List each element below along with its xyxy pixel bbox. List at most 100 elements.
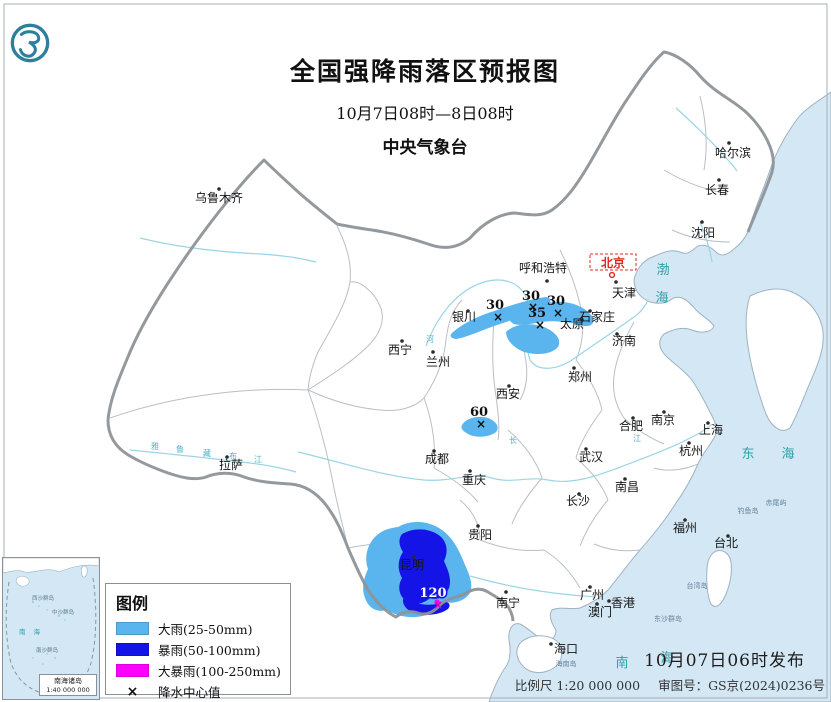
legend-item-rainstorm: 暴雨(50-100mm) <box>116 639 282 660</box>
city-label: 太原 <box>560 316 584 331</box>
city-dot <box>727 141 731 145</box>
river-label: 雅 <box>151 441 159 451</box>
precip-value: 60 <box>470 405 488 420</box>
city-dot <box>400 339 404 343</box>
inset-taiwan <box>81 565 88 578</box>
inset-scale: 1:40 000 000 <box>46 686 90 694</box>
precip-center-icon: × <box>535 318 545 332</box>
city-dot <box>504 590 508 594</box>
city-label: 广州 <box>580 588 604 602</box>
issue-time: 10月07日06时发布 <box>644 651 805 671</box>
inset-sea-label: 南 海 <box>19 627 43 636</box>
river-label: 藏 <box>203 448 211 458</box>
inset-island-label: 中沙群岛 <box>52 608 75 616</box>
river-label: 江 <box>633 434 641 443</box>
sea-label: 海 <box>781 447 796 462</box>
cma-logo-icon <box>10 23 50 63</box>
precip-value: 120 <box>419 586 446 601</box>
city-dot <box>545 279 549 283</box>
precip-center-icon: × <box>528 300 538 314</box>
precip-center-icon: × <box>433 598 443 612</box>
city-dot <box>577 492 581 496</box>
city-label: 石家庄 <box>579 309 615 324</box>
city-dot <box>468 469 472 473</box>
map-frame <box>3 3 828 699</box>
city-label: 兰州 <box>426 355 450 369</box>
legend-panel: 图例 大雨(25-50mm) 暴雨(50-100mm) 大暴雨(100-250m… <box>105 583 291 700</box>
legend-item-heavy-rainstorm: 大暴雨(100-250mm) <box>116 660 282 681</box>
city-label: 西宁 <box>388 342 412 357</box>
precip-value: 30 <box>547 294 565 309</box>
south-china-sea-inset: 西沙群岛 中沙群岛 南沙群岛 南 海 南海诸岛 1:40 000 000 <box>2 557 100 700</box>
city-dot <box>631 416 635 420</box>
city-dot <box>588 309 592 313</box>
city-label: 北京 <box>601 255 625 270</box>
city-label: 西安 <box>496 386 520 401</box>
precip-center-marker-icon: × <box>126 683 139 700</box>
precip-center-icon: × <box>493 310 503 324</box>
inset-hainan <box>15 575 30 587</box>
sea-label: 渤 <box>656 262 671 278</box>
center-value-label: 降水中心值 <box>158 685 221 700</box>
heavy-rainstorm-area <box>434 599 440 605</box>
city-label: 哈尔滨 <box>715 145 751 160</box>
precip-value: 30 <box>486 298 504 313</box>
heavy-rainstorm-label: 大暴雨(100-250mm) <box>158 664 281 679</box>
city-label: 昆明 <box>400 558 424 572</box>
city-label: 台北 <box>714 535 738 550</box>
city-label: 银川 <box>452 310 476 324</box>
island-label: 海南岛 <box>556 659 577 668</box>
korea-peninsula <box>745 288 824 431</box>
inset-mainland <box>3 558 99 573</box>
city-dot <box>572 366 576 370</box>
city-dot <box>507 384 511 388</box>
city-label: 南昌 <box>615 479 639 494</box>
sea-area <box>488 91 831 702</box>
sea-label: 海 <box>655 291 670 306</box>
city-label: 重庆 <box>462 473 486 487</box>
river-label: 长 <box>509 435 517 445</box>
precip-center-icon: × <box>553 306 563 320</box>
city-dot <box>431 350 435 354</box>
city-label: 上海 <box>699 422 723 437</box>
city-dot <box>432 449 436 453</box>
rivers <box>129 107 738 598</box>
city-label: 呼和浩特 <box>519 260 567 275</box>
inset-island-label: 南沙群岛 <box>36 646 59 654</box>
city-dot <box>687 441 691 445</box>
city-label: 武汉 <box>579 450 603 464</box>
city-dot <box>662 410 666 414</box>
agency-name: 中央气象台 <box>382 138 468 158</box>
city-label: 海口 <box>554 641 578 656</box>
city-label: 乌鲁木齐 <box>195 190 243 205</box>
city-dot <box>608 271 616 279</box>
title-block: 全国强降雨落区预报图 10月7日08时—8日08时 中央气象台 <box>230 52 620 158</box>
city-label: 贵阳 <box>468 528 492 542</box>
city-label: 长沙 <box>566 494 590 508</box>
rainstorm-areas <box>398 529 451 615</box>
sea-label: 东 <box>741 447 756 462</box>
city-label: 香港 <box>611 596 635 610</box>
map-scale: 比例尺 1:20 000 000 <box>514 678 641 693</box>
city-label: 成都 <box>425 452 449 466</box>
island-label: 台湾岛 <box>687 581 708 590</box>
city-dot <box>549 642 553 646</box>
beijing-highlight-box <box>589 253 637 271</box>
city-dot <box>607 599 611 603</box>
city-label: 澳门 <box>588 604 612 619</box>
city-dot <box>225 455 229 459</box>
rainstorm-label: 暴雨(50-100mm) <box>158 643 261 658</box>
sea-label: 海 <box>660 651 675 666</box>
heavy-rain-swatch <box>116 622 149 635</box>
city-dot <box>217 187 221 191</box>
city-dot <box>700 220 704 224</box>
city-label: 合肥 <box>619 418 643 433</box>
city-label: 福州 <box>673 520 697 535</box>
precip-value: 35 <box>528 306 546 321</box>
national-border <box>106 50 775 622</box>
island-label: 钓鱼岛 <box>738 506 759 515</box>
city-dot <box>476 524 480 528</box>
